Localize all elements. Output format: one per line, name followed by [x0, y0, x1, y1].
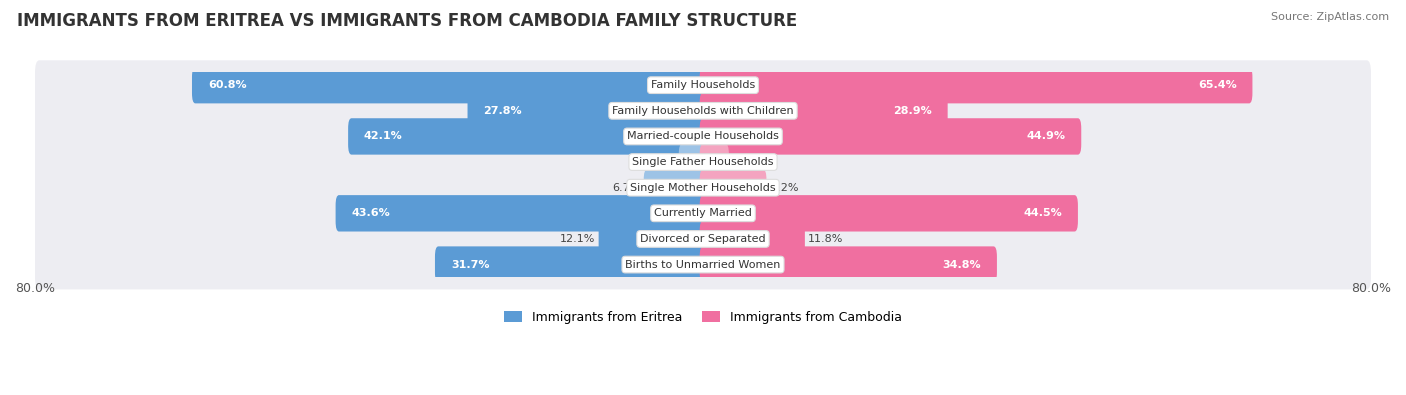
FancyBboxPatch shape — [700, 221, 804, 257]
FancyBboxPatch shape — [35, 111, 1371, 161]
FancyBboxPatch shape — [700, 246, 997, 283]
Text: Divorced or Separated: Divorced or Separated — [640, 234, 766, 244]
FancyBboxPatch shape — [700, 92, 948, 129]
Text: Family Households with Children: Family Households with Children — [612, 106, 794, 116]
FancyBboxPatch shape — [679, 144, 706, 180]
Text: 60.8%: 60.8% — [208, 80, 246, 90]
Text: 7.2%: 7.2% — [770, 183, 799, 193]
Text: 44.9%: 44.9% — [1026, 132, 1066, 141]
Text: 31.7%: 31.7% — [451, 260, 489, 269]
FancyBboxPatch shape — [468, 92, 706, 129]
Text: Currently Married: Currently Married — [654, 208, 752, 218]
FancyBboxPatch shape — [349, 118, 706, 154]
FancyBboxPatch shape — [434, 246, 706, 283]
FancyBboxPatch shape — [700, 195, 1078, 231]
Text: Source: ZipAtlas.com: Source: ZipAtlas.com — [1271, 12, 1389, 22]
FancyBboxPatch shape — [700, 169, 766, 206]
Text: 27.8%: 27.8% — [484, 106, 522, 116]
FancyBboxPatch shape — [35, 163, 1371, 213]
Legend: Immigrants from Eritrea, Immigrants from Cambodia: Immigrants from Eritrea, Immigrants from… — [499, 306, 907, 329]
FancyBboxPatch shape — [35, 240, 1371, 290]
FancyBboxPatch shape — [700, 118, 1081, 154]
Text: 11.8%: 11.8% — [808, 234, 844, 244]
Text: IMMIGRANTS FROM ERITREA VS IMMIGRANTS FROM CAMBODIA FAMILY STRUCTURE: IMMIGRANTS FROM ERITREA VS IMMIGRANTS FR… — [17, 12, 797, 30]
FancyBboxPatch shape — [700, 67, 1253, 103]
Text: 2.7%: 2.7% — [733, 157, 761, 167]
Text: 44.5%: 44.5% — [1024, 208, 1062, 218]
Text: 2.5%: 2.5% — [647, 157, 675, 167]
FancyBboxPatch shape — [35, 188, 1371, 238]
Text: 6.7%: 6.7% — [612, 183, 640, 193]
FancyBboxPatch shape — [35, 86, 1371, 135]
Text: Married-couple Households: Married-couple Households — [627, 132, 779, 141]
FancyBboxPatch shape — [644, 169, 706, 206]
FancyBboxPatch shape — [599, 221, 706, 257]
FancyBboxPatch shape — [700, 144, 728, 180]
Text: 65.4%: 65.4% — [1198, 80, 1236, 90]
FancyBboxPatch shape — [35, 60, 1371, 110]
Text: 12.1%: 12.1% — [560, 234, 595, 244]
Text: 43.6%: 43.6% — [352, 208, 391, 218]
FancyBboxPatch shape — [336, 195, 706, 231]
FancyBboxPatch shape — [35, 137, 1371, 187]
FancyBboxPatch shape — [193, 67, 706, 103]
Text: 28.9%: 28.9% — [893, 106, 932, 116]
Text: Single Mother Households: Single Mother Households — [630, 183, 776, 193]
Text: Births to Unmarried Women: Births to Unmarried Women — [626, 260, 780, 269]
Text: Family Households: Family Households — [651, 80, 755, 90]
FancyBboxPatch shape — [35, 214, 1371, 264]
Text: 42.1%: 42.1% — [364, 132, 402, 141]
Text: Single Father Households: Single Father Households — [633, 157, 773, 167]
Text: 34.8%: 34.8% — [942, 260, 981, 269]
